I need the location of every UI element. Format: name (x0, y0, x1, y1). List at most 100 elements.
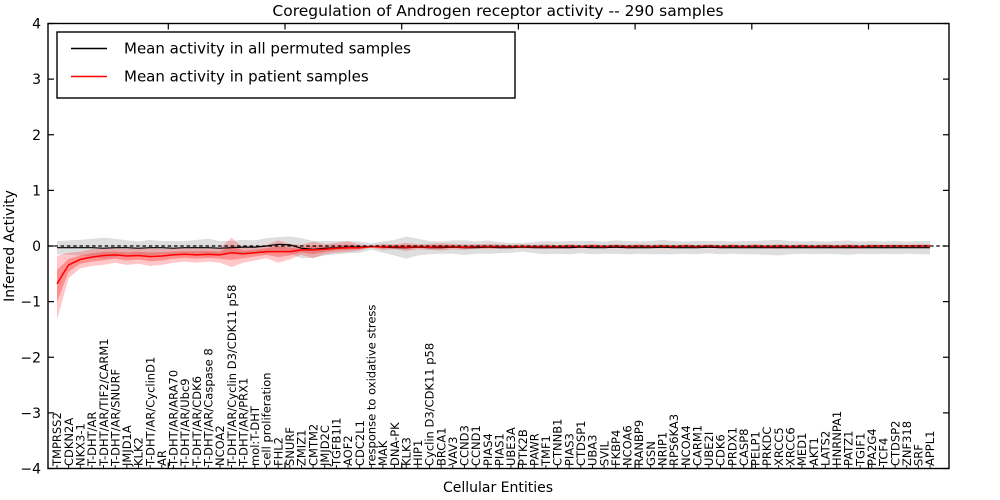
axis-ticks (48, 22, 949, 470)
x-tick-label: TGFB1I1 (330, 418, 344, 467)
x-tick-label: FHL2 (271, 437, 285, 466)
y-tick-labels: −4 −3 −2 −1 0 1 2 3 4 (20, 17, 41, 478)
x-tick-label: T-DHT/AR/ARA70 (167, 370, 181, 467)
x-tick-label: response to oxidative stress (365, 305, 379, 466)
x-tick-label: T-DHT/AR/Cyclin D3/CDK11 p58 (225, 285, 239, 467)
x-tick-label: PTK2B (516, 429, 530, 466)
x-tick-label: T-DHT/AR/CyclinD1 (143, 357, 157, 467)
y-tick-label: 1 (32, 183, 41, 199)
y-tick-label: 4 (32, 17, 41, 33)
y-axis-label: Inferred Activity (2, 190, 18, 302)
x-tick-label: PA2G4 (865, 428, 879, 466)
x-tick-label: HNRNPA1 (830, 411, 844, 466)
x-tick-label: AR (155, 450, 169, 466)
x-tick-label: BRCA1 (434, 427, 448, 466)
x-tick-label: T-DHT/AR/Ubc9 (178, 378, 192, 467)
x-tick-label: PAWR (527, 433, 541, 466)
x-tick-label: TCF4 (877, 438, 891, 467)
x-tick-label: Cyclin D3/CDK11 p58 (423, 343, 437, 466)
x-tick-label: PRKDC (760, 427, 774, 466)
x-tick-label: UBE3A (504, 427, 518, 466)
x-tick-label: TMF1 (539, 435, 553, 467)
x-tick-labels: TMPRSS2CDKN2ANKX3-1T-DHT/ART-DHT/AR/TIF2… (50, 285, 937, 467)
x-tick-label: JMJD2C (318, 425, 332, 467)
series-lines (48, 243, 949, 285)
x-tick-label: VAV3 (446, 437, 460, 466)
y-tick-label: −1 (20, 295, 41, 311)
chart-title: Coregulation of Androgen receptor activi… (272, 2, 723, 20)
x-tick-label: CDC2L1 (353, 420, 367, 466)
x-tick-label: T-DHT/AR/Caspase 8 (202, 348, 216, 467)
x-tick-label: AKT1 (807, 437, 821, 466)
x-tick-label: CCND1 (469, 425, 483, 466)
x-tick-label: CMTM2 (306, 424, 320, 466)
legend: Mean activity in all permuted samples Me… (56, 31, 516, 99)
x-tick-label: PELP1 (749, 431, 763, 466)
patient-band (57, 237, 930, 320)
y-tick-label: −2 (20, 350, 41, 366)
x-tick-label: NRIP1 (656, 432, 670, 466)
x-tick-label: CCND3 (458, 425, 472, 466)
x-tick-label: NCOA4 (679, 425, 693, 466)
x-tick-label: CDK6 (714, 434, 728, 466)
x-tick-label: SVIL (597, 440, 611, 466)
x-tick-label: TGIF1 (853, 433, 867, 467)
x-tick-label: PATZ1 (842, 431, 856, 466)
x-tick-label: LATS2 (818, 431, 832, 466)
x-tick-label: CTNNB1 (551, 419, 565, 466)
x-tick-label: CTDSP1 (574, 421, 588, 466)
x-tick-label: T-DHT/AR/CDK6 (190, 376, 204, 467)
x-tick-label: NCOA2 (213, 425, 227, 466)
x-tick-label: ZMIZ1 (295, 430, 309, 466)
x-tick-label: PIAS3 (562, 433, 576, 466)
x-tick-label: MAK (376, 440, 390, 466)
x-tick-label: RANBP9 (632, 420, 646, 466)
x-tick-label: SRF (912, 444, 926, 466)
x-tick-label: APPL1 (923, 431, 937, 466)
x-tick-label: HIP1 (411, 440, 425, 466)
permuted-mean-line (57, 243, 930, 250)
x-tick-label: T-DHT/AR/TIF2/CARM1 (97, 338, 111, 467)
x-tick-label: JMJD1A (120, 425, 134, 467)
x-tick-label: RPS6KA3 (667, 414, 681, 466)
y-tick-label: 0 (32, 239, 41, 255)
x-tick-label: XRCC5 (772, 427, 786, 466)
x-tick-label: MED1 (795, 433, 809, 466)
x-tick-label: UBE2I (702, 432, 716, 466)
x-tick-label: KLK3 (399, 437, 413, 466)
x-tick-label: PRDX1 (725, 427, 739, 466)
x-tick-label: UBA3 (586, 435, 600, 467)
patient-mean-line (56, 245, 930, 285)
x-tick-label: cell proliferation (260, 372, 274, 466)
x-tick-label: NKX3-1 (74, 423, 88, 466)
x-tick-label: TMPRSS2 (50, 412, 64, 467)
x-tick-label: SNURF (283, 427, 297, 466)
x-tick-label: PIAS4 (481, 433, 495, 466)
x-tick-label: AOF2 (341, 435, 355, 466)
y-tick-label: −4 (20, 462, 41, 478)
x-tick-label: T-DHT/AR (85, 412, 99, 467)
x-tick-label: CDKN2A (62, 418, 76, 466)
legend-entry-permuted: Mean activity in all permuted samples (124, 40, 411, 58)
x-tick-label: T-DHT/AR/PRX1 (236, 378, 250, 467)
y-tick-label: 3 (32, 72, 41, 88)
x-tick-label: FKBP4 (609, 430, 623, 466)
x-tick-label: KLK2 (132, 437, 146, 466)
x-tick-label: NCOA6 (621, 425, 635, 466)
x-axis-label: Cellular Entities (443, 480, 553, 496)
x-tick-label: CASP8 (737, 429, 751, 466)
x-tick-label: ZNF318 (900, 421, 914, 466)
legend-box (56, 31, 516, 99)
x-tick-label: XRCC6 (784, 427, 798, 466)
y-tick-label: −3 (20, 406, 41, 422)
x-tick-label: PIAS1 (493, 433, 507, 466)
x-tick-label: T-DHT/AR/SNURF (108, 369, 122, 467)
y-tick-label: 2 (32, 128, 41, 144)
x-tick-label: GSN (644, 441, 658, 466)
legend-entry-patient: Mean activity in patient samples (124, 68, 369, 86)
x-tick-label: CTDSP2 (888, 421, 902, 466)
x-tick-label: DNA-PK (388, 422, 402, 466)
x-tick-label: CARM1 (690, 425, 704, 466)
